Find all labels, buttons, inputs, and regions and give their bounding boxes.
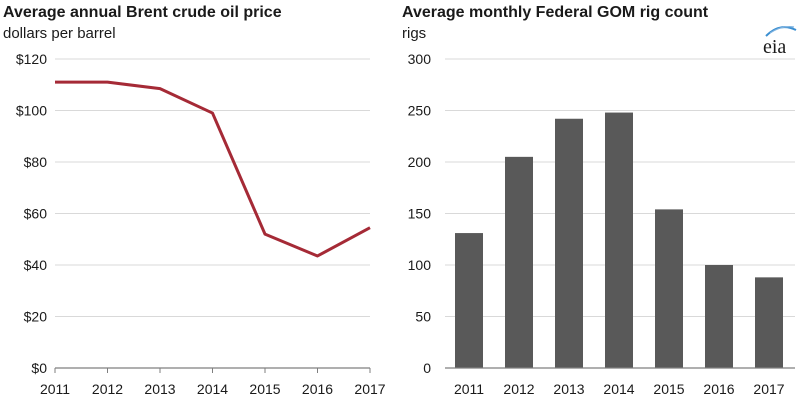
left-chart-title: Average annual Brent crude oil price bbox=[3, 4, 282, 21]
right-y-tick-label: 0 bbox=[423, 360, 431, 376]
left-y-tick-label: $60 bbox=[24, 206, 48, 222]
left-y-tick-label: $40 bbox=[24, 257, 48, 273]
right-x-tick-label: 2012 bbox=[503, 381, 534, 397]
brent-price-line bbox=[55, 80, 371, 258]
rig-count-bar bbox=[605, 112, 633, 368]
right-x-tick-label: 2011 bbox=[454, 381, 484, 397]
left-x-tick-label: 2015 bbox=[249, 381, 280, 397]
left-y-tick-label: $0 bbox=[31, 360, 47, 376]
eia-logo-swoosh-2 bbox=[769, 26, 795, 34]
right-x-tick-label: 2015 bbox=[653, 381, 684, 397]
rig-count-bar bbox=[505, 156, 533, 368]
right-chart-title: Average monthly Federal GOM rig count bbox=[402, 4, 709, 21]
right-y-tick-label: 50 bbox=[415, 309, 431, 325]
eia-logo-text: eia bbox=[763, 36, 786, 58]
right-chart-ylabel: rigs bbox=[402, 25, 426, 42]
left-y-tick-label: $100 bbox=[16, 103, 47, 119]
right-y-tick-label: 200 bbox=[408, 154, 432, 170]
left-x-tick-label: 2011 bbox=[40, 381, 70, 397]
rig-count-bar bbox=[455, 233, 483, 368]
left-x-tick-label: 2017 bbox=[354, 381, 385, 397]
left-line-chart: $0 $20 $40 $60 $80 $100 $120 2011 2012 2013 2014 20… bbox=[16, 51, 386, 397]
left-x-tick-label: 2014 bbox=[197, 381, 228, 397]
right-bar-chart: 0 50 100 150 200 250 300 2011 2012 2013 2014 2015 20… bbox=[408, 51, 795, 397]
rig-count-bar bbox=[705, 265, 733, 368]
rig-count-bar bbox=[755, 277, 783, 368]
rig-count-bar bbox=[655, 209, 683, 368]
left-y-tick-label: $20 bbox=[24, 309, 48, 325]
rig-count-bar bbox=[555, 118, 583, 369]
right-y-tick-label: 150 bbox=[408, 206, 432, 222]
left-x-tick-label: 2013 bbox=[144, 381, 175, 397]
eia-logo: eia bbox=[763, 26, 797, 58]
eia-logo-swoosh bbox=[765, 26, 797, 37]
right-y-tick-label: 300 bbox=[408, 51, 432, 67]
left-chart-ylabel: dollars per barrel bbox=[3, 25, 116, 42]
right-x-tick-label: 2013 bbox=[553, 381, 584, 397]
right-y-tick-label: 100 bbox=[408, 257, 432, 273]
right-x-tick-label: 2016 bbox=[703, 381, 734, 397]
right-y-tick-label: 250 bbox=[408, 103, 432, 119]
right-x-tick-label: 2014 bbox=[603, 381, 634, 397]
right-x-tick-label: 2017 bbox=[753, 381, 784, 397]
left-y-tick-label: $80 bbox=[24, 154, 48, 170]
left-y-tick-label: $120 bbox=[16, 51, 47, 67]
left-x-tick-label: 2012 bbox=[92, 381, 123, 397]
left-x-tick-label: 2016 bbox=[302, 381, 333, 397]
